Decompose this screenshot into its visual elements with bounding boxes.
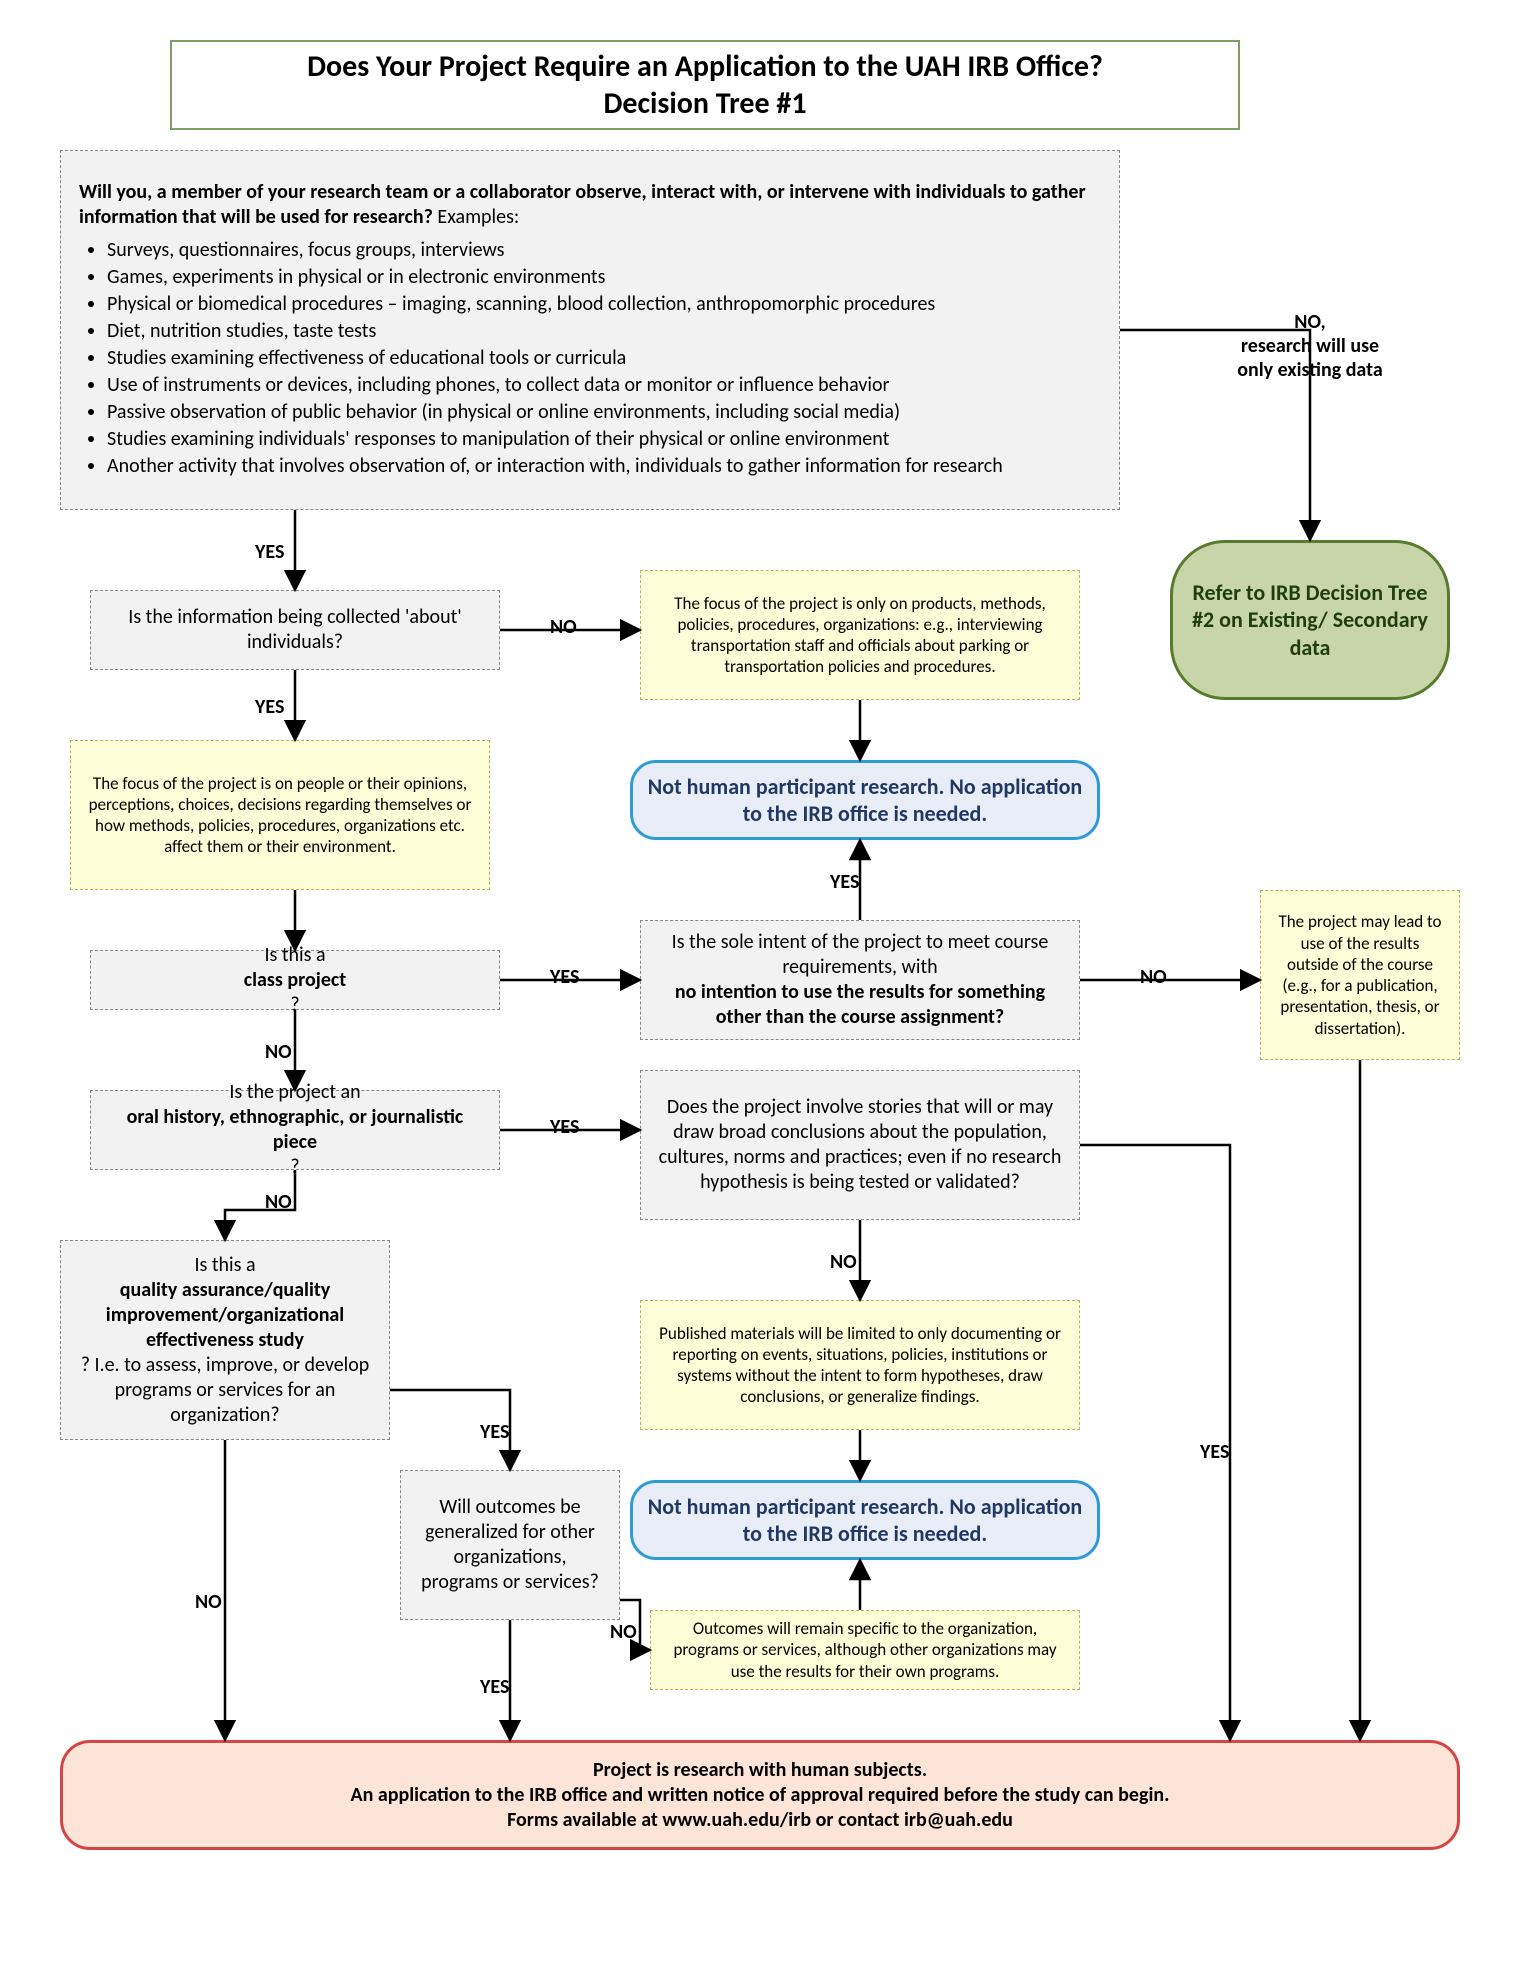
title-box: Does Your Project Require an Application… bbox=[170, 40, 1240, 130]
y-focus-products: The focus of the project is only on prod… bbox=[640, 570, 1080, 700]
q2-box: Is the information being collected 'abou… bbox=[90, 590, 500, 670]
edge-label: NO bbox=[195, 1590, 222, 1614]
red-line1: Project is research with human subjects. bbox=[77, 1758, 1443, 1783]
edge-label: NO bbox=[830, 1250, 857, 1274]
q1-bullet: Use of instruments or devices, including… bbox=[107, 373, 1101, 398]
y-course-outside: The project may lead to use of the resul… bbox=[1260, 890, 1460, 1060]
no-existing-label: NO, research will use only existing data bbox=[1190, 310, 1430, 382]
q1-bullet: Another activity that involves observati… bbox=[107, 454, 1101, 479]
q3b-box: Is the sole intent of the project to mee… bbox=[640, 920, 1080, 1040]
red-line3: Forms available at www.uah.edu/irb or co… bbox=[77, 1808, 1443, 1833]
q3-box: Is this a class project? bbox=[90, 950, 500, 1010]
edge-label: YES bbox=[830, 870, 859, 894]
q1-bullet: Studies examining effectiveness of educa… bbox=[107, 346, 1101, 371]
q5b-box: Will outcomes be generalized for other o… bbox=[400, 1470, 620, 1620]
edge-label: NO bbox=[550, 615, 577, 639]
flowchart-page: Does Your Project Require an Application… bbox=[60, 40, 1470, 1940]
q1-lead-bold: Will you, a member of your research team… bbox=[79, 180, 1086, 229]
red-line2: An application to the IRB office and wri… bbox=[77, 1783, 1443, 1808]
edge-label: NO bbox=[610, 1620, 637, 1644]
q1-bullet: Studies examining individuals' responses… bbox=[107, 427, 1101, 452]
edge-label: NO bbox=[1140, 965, 1167, 989]
edge-label: YES bbox=[1200, 1440, 1229, 1464]
red-capsule: Project is research with human subjects.… bbox=[60, 1740, 1460, 1850]
q1-bullet: Diet, nutrition studies, taste tests bbox=[107, 319, 1101, 344]
q4-box: Is the project an oral history, ethnogra… bbox=[90, 1090, 500, 1170]
title-line2: Decision Tree #1 bbox=[186, 85, 1224, 123]
edge-label: YES bbox=[480, 1420, 509, 1444]
q1-bullet: Surveys, questionnaires, focus groups, i… bbox=[107, 238, 1101, 263]
edge-label: YES bbox=[255, 695, 284, 719]
edge-label: YES bbox=[480, 1675, 509, 1699]
q4b-box: Does the project involve stories that wi… bbox=[640, 1070, 1080, 1220]
q1-lead-tail: Examples: bbox=[433, 205, 519, 229]
q5-box: Is this a quality assurance/quality impr… bbox=[60, 1240, 390, 1440]
edge-label: YES bbox=[255, 540, 284, 564]
q1-bullet: Games, experiments in physical or in ele… bbox=[107, 265, 1101, 290]
q1-bullet: Passive observation of public behavior (… bbox=[107, 400, 1101, 425]
title-line1: Does Your Project Require an Application… bbox=[186, 48, 1224, 86]
y-outcomes: Outcomes will remain specific to the org… bbox=[650, 1610, 1080, 1690]
edge-label: YES bbox=[550, 965, 579, 989]
q1-bullet: Physical or biomedical procedures – imag… bbox=[107, 292, 1101, 317]
q1-bullets: Surveys, questionnaires, focus groups, i… bbox=[79, 236, 1101, 481]
q1-lead: Will you, a member of your research team… bbox=[79, 180, 1101, 230]
blue1-capsule: Not human participant research. No appli… bbox=[630, 760, 1100, 840]
green-capsule: Refer to IRB Decision Tree #2 on Existin… bbox=[1170, 540, 1450, 700]
edge-label: NO bbox=[265, 1190, 292, 1214]
q1-box: Will you, a member of your research team… bbox=[60, 150, 1120, 510]
edge-label: NO bbox=[265, 1040, 292, 1064]
blue2-capsule: Not human participant research. No appli… bbox=[630, 1480, 1100, 1560]
edge-label: YES bbox=[550, 1115, 579, 1139]
y-focus-people: The focus of the project is on people or… bbox=[70, 740, 490, 890]
y-published: Published materials will be limited to o… bbox=[640, 1300, 1080, 1430]
